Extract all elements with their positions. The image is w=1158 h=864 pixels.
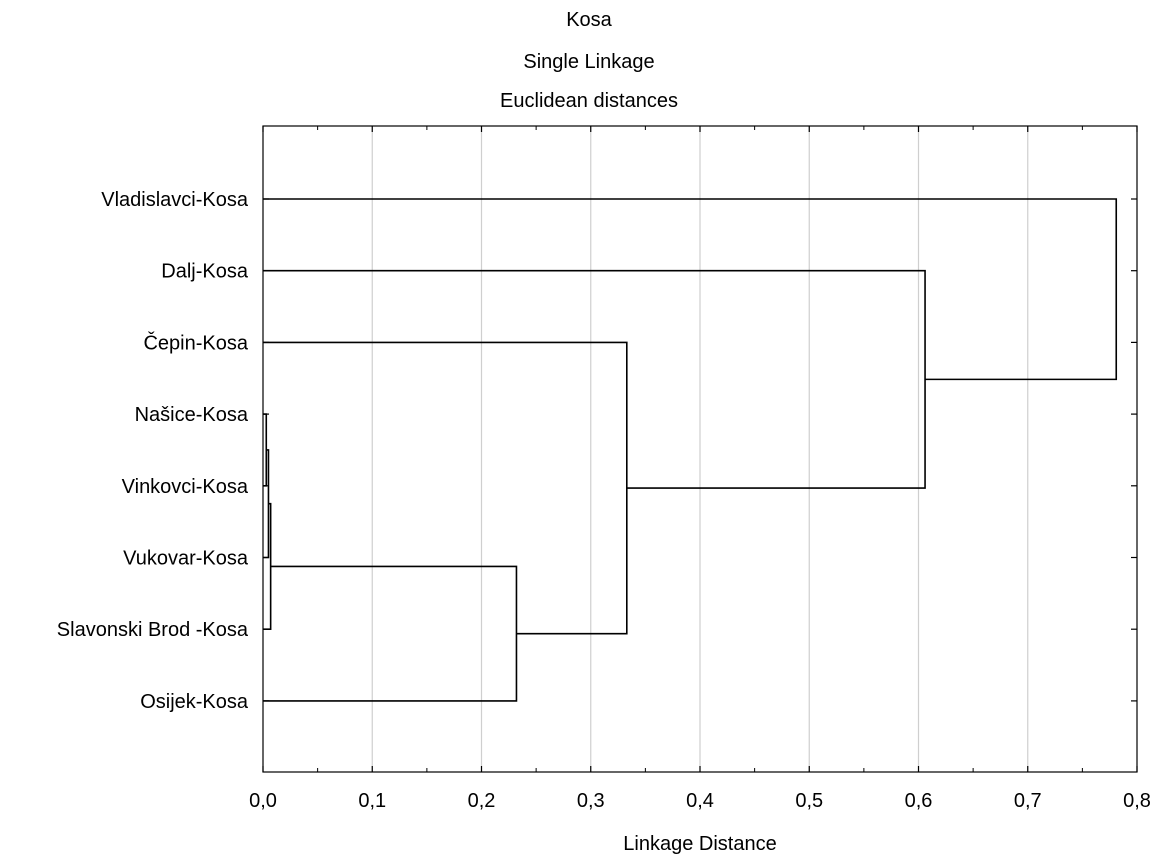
x-tick-label-4: 0,4 [686, 790, 714, 812]
grid-lines [371, 126, 1029, 772]
dendrogram-link-2 [263, 502, 272, 631]
chart-title: Kosa Single Linkage Euclidean distances [500, 9, 678, 112]
x-axis-title: Linkage Distance [623, 833, 776, 855]
x-tick-label-1: 0,1 [358, 790, 386, 812]
leaf-labels: Vladislavci-Kosa Dalj-Kosa Čepin-Kosa Našic… [57, 189, 249, 713]
leaf-label-3: Našice-Kosa [135, 404, 249, 426]
dendrogram-links [263, 198, 1118, 702]
x-tick-label-8: 0,8 [1123, 790, 1151, 812]
leaf-label-2: Čepin-Kosa [143, 331, 248, 354]
x-tick-label-0: 0,0 [249, 790, 277, 812]
x-axis-tick-labels: 0,0 0,1 0,2 0,3 0,4 0,5 0,6 0,7 0,8 [249, 790, 1151, 812]
chart-title-line-2: Single Linkage [523, 51, 654, 73]
leaf-label-1: Dalj-Kosa [161, 261, 249, 283]
chart-title-line-3: Euclidean distances [500, 90, 678, 112]
x-tick-label-7: 0,7 [1014, 790, 1042, 812]
leaf-label-4: Vinkovci-Kosa [122, 476, 249, 498]
leaf-label-0: Vladislavci-Kosa [101, 189, 249, 211]
dendrogram-link-3 [263, 565, 518, 702]
leaf-label-6: Slavonski Brod -Kosa [57, 619, 249, 641]
dendrogram-link-4 [263, 341, 628, 635]
x-tick-label-5: 0,5 [795, 790, 823, 812]
leaf-label-5: Vukovar-Kosa [123, 548, 249, 570]
dendrogram-link-5 [263, 269, 926, 489]
x-tick-label-6: 0,6 [905, 790, 933, 812]
x-tick-label-3: 0,3 [577, 790, 605, 812]
dendrogram-link-6 [263, 198, 1118, 381]
chart-title-line-1: Kosa [566, 9, 612, 31]
x-tick-label-2: 0,2 [468, 790, 496, 812]
leaf-label-7: Osijek-Kosa [140, 691, 249, 713]
